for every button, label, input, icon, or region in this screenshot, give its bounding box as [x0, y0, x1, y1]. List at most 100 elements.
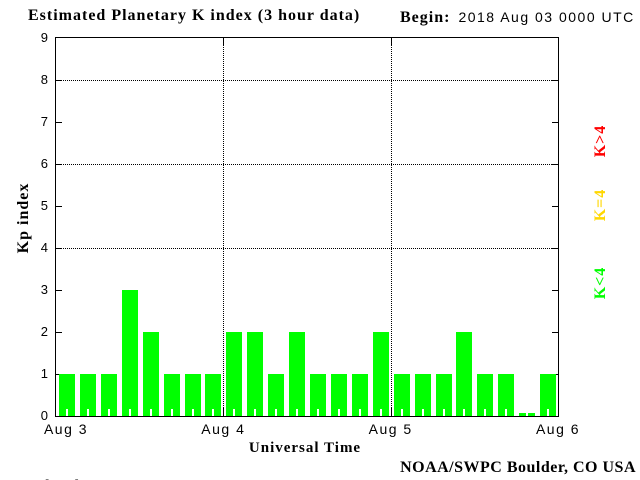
kp-bar [121, 290, 138, 416]
x-tick-label: Aug 6 [535, 421, 581, 437]
kp-bar [519, 413, 536, 416]
day-boundary-line [223, 38, 225, 416]
gridline-y-8 [56, 80, 558, 81]
kp-bar [540, 374, 557, 416]
y-tick-label: 3 [40, 282, 48, 297]
kp-bar [142, 332, 159, 416]
begin-value: 2018 Aug 03 0000 UTC [458, 9, 635, 25]
kp-bar [59, 374, 75, 416]
begin-caption: Begin: 2018 Aug 03 0000 UTC [400, 9, 635, 27]
legend-k-gt-4: K>4 [592, 124, 609, 158]
top-day-tick [223, 38, 225, 46]
kp-bar [289, 332, 306, 416]
day-boundary-line [390, 38, 392, 416]
updated-label: Updated [21, 478, 80, 480]
kp-bar [351, 374, 368, 416]
y-tick-right [552, 332, 558, 333]
gridline-y-6 [56, 164, 558, 165]
x-minor-tick [505, 409, 508, 416]
kp-bar [184, 374, 201, 416]
kp-bar [205, 374, 222, 416]
y-tick-right [552, 80, 558, 81]
x-minor-tick [526, 413, 529, 416]
x-minor-tick [170, 409, 173, 416]
y-tick-left [56, 290, 62, 291]
kp-bar [226, 332, 243, 416]
x-minor-tick [86, 409, 89, 416]
y-tick-left [56, 80, 62, 81]
x-minor-tick [254, 409, 257, 416]
y-tick-left [56, 122, 62, 123]
kp-bar [477, 374, 494, 416]
x-axis-title: Universal Time [248, 440, 362, 456]
kp-bar [393, 374, 410, 416]
begin-label: Begin: [400, 9, 451, 26]
x-minor-tick [233, 409, 236, 416]
chart-title: Estimated Planetary K index (3 hour data… [28, 7, 361, 24]
kp-bar [414, 374, 431, 416]
kp-bar [372, 332, 389, 416]
x-minor-tick [400, 409, 403, 416]
y-tick-right [552, 248, 558, 249]
y-tick-right [552, 164, 558, 165]
y-tick-label: 4 [40, 240, 48, 255]
y-tick-right [552, 122, 558, 123]
x-minor-tick [296, 409, 299, 416]
x-minor-tick [317, 409, 319, 416]
y-tick-label: 0 [40, 408, 48, 423]
kp-bar [456, 332, 473, 416]
y-tick-left [56, 332, 62, 333]
y-tick-label: 7 [40, 114, 48, 129]
kp-bar [330, 374, 347, 416]
x-minor-tick [107, 409, 110, 416]
x-minor-tick [275, 409, 278, 416]
x-minor-tick [212, 409, 215, 416]
legend-k-lt-4: K<4 [592, 266, 609, 300]
x-minor-tick [463, 409, 466, 416]
x-minor-tick [66, 409, 68, 416]
x-tick-label: Aug 4 [201, 421, 246, 437]
x-minor-tick [547, 409, 550, 416]
legend-k-eq-4: K=4 [592, 188, 609, 222]
plot-frame [55, 37, 559, 417]
kp-bar [268, 374, 285, 416]
y-tick-left [56, 248, 62, 249]
y-tick-left [56, 164, 62, 165]
x-minor-tick [191, 409, 194, 416]
y-tick-right [552, 206, 558, 207]
source-attribution: NOAA/SWPC Boulder, CO USA [400, 459, 636, 476]
bottom-day-tick [390, 408, 392, 416]
x-minor-tick [337, 409, 340, 416]
y-tick-left [56, 206, 62, 207]
kp-bar [498, 374, 515, 416]
kp-bar [163, 374, 180, 416]
bottom-day-tick [223, 408, 225, 416]
y-axis-title: Kp index [15, 182, 32, 254]
x-minor-tick [442, 409, 445, 416]
kp-bar [100, 374, 117, 416]
y-tick-label: 9 [40, 30, 48, 45]
kp-bar [435, 374, 452, 416]
kp-bar [247, 332, 264, 416]
x-minor-tick [379, 409, 382, 416]
gridline-y-4 [56, 248, 558, 249]
y-tick-label: 8 [40, 72, 48, 87]
kp-bar [79, 374, 96, 416]
x-minor-tick [358, 409, 361, 416]
x-minor-tick [421, 409, 424, 416]
y-tick-label: 2 [40, 324, 48, 339]
y-tick-label: 5 [40, 198, 48, 213]
updated-value: 2018 Aug 6 00:30:03 UTC [86, 477, 276, 480]
y-tick-label: 6 [40, 156, 48, 171]
x-minor-tick [149, 409, 152, 416]
top-day-tick [390, 38, 392, 46]
x-minor-tick [484, 409, 487, 416]
x-tick-label: Aug 3 [43, 421, 89, 437]
x-tick-label: Aug 5 [368, 421, 413, 437]
kp-bar [310, 374, 326, 416]
y-tick-label: 1 [40, 366, 48, 381]
updated-caption: Updated 2018 Aug 6 00:30:03 UTC [5, 459, 275, 480]
x-minor-tick [128, 409, 131, 416]
